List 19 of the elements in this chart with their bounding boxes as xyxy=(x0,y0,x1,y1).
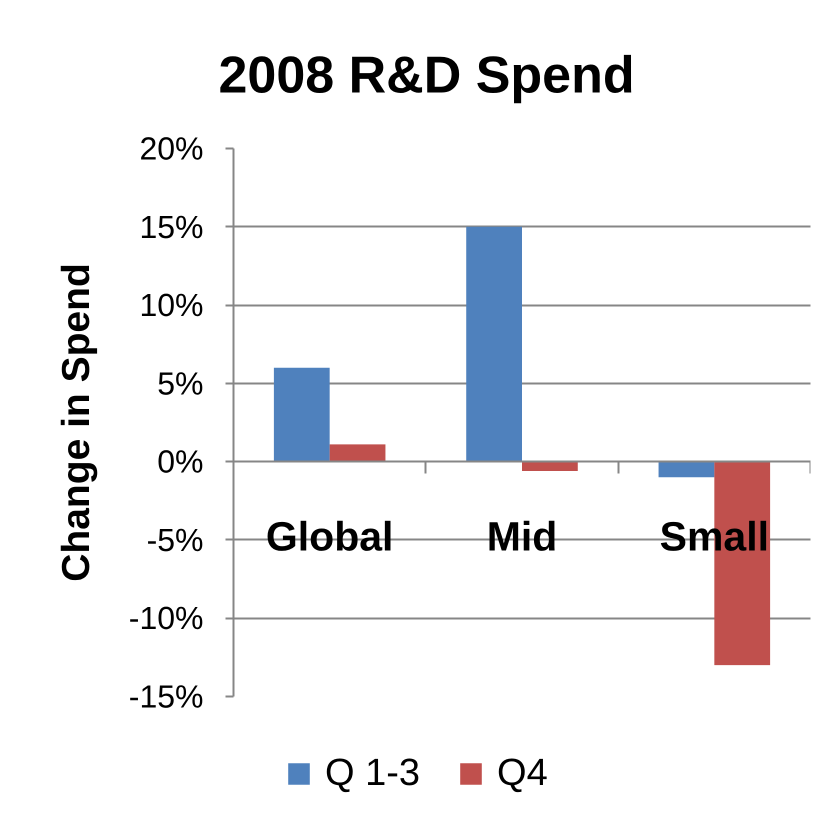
y-tick-label: 15% xyxy=(139,208,204,245)
y-tick-label: 0% xyxy=(157,444,204,480)
y-tick-label: 20% xyxy=(139,130,204,166)
bar xyxy=(330,444,386,462)
chart-title: 2008 R&D Spend xyxy=(218,46,635,104)
bar xyxy=(274,368,330,462)
legend-label: Q 1-3 xyxy=(325,752,420,795)
bar xyxy=(466,226,522,462)
x-tick-label: Mid xyxy=(486,514,558,560)
x-tick-label: Global xyxy=(266,514,394,560)
y-tick-label: -5% xyxy=(146,522,204,558)
bar xyxy=(658,462,714,478)
y-tick-label: 5% xyxy=(157,365,204,402)
y-axis-title: Change in Spend xyxy=(54,263,98,582)
bar xyxy=(522,462,578,472)
y-tick-label: -15% xyxy=(128,678,204,714)
y-tick-label: 10% xyxy=(139,287,204,324)
legend-label: Q4 xyxy=(497,752,548,795)
y-tick-label: -10% xyxy=(128,600,204,636)
